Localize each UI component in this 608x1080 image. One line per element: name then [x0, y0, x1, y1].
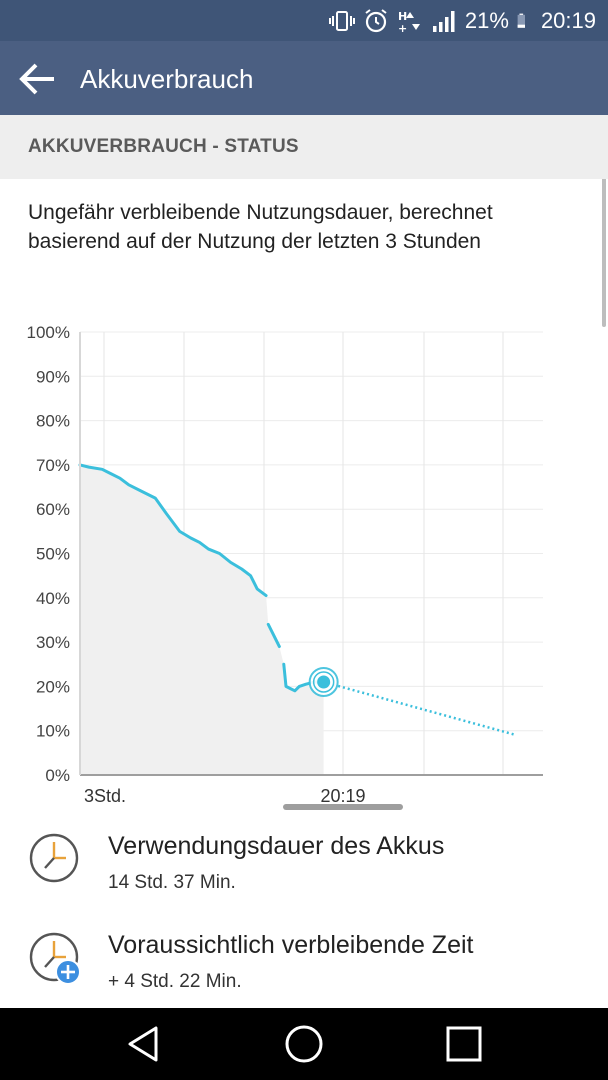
clock-icon [29, 833, 79, 883]
y-tick-label: 50% [36, 545, 70, 564]
y-tick-label: 30% [36, 633, 70, 652]
back-arrow-icon[interactable] [18, 61, 58, 97]
app-bar: Akkuverbrauch [0, 41, 608, 115]
y-tick-label: 20% [36, 677, 70, 696]
series-line [266, 622, 281, 649]
y-tick-label: 70% [36, 456, 70, 475]
battery-usage-time-value: 14 Std. 37 Min. [108, 872, 236, 893]
nav-back-icon[interactable] [122, 1022, 166, 1066]
x-label-now: 20:19 [320, 786, 365, 806]
remaining-time-item: Voraussichtlich verbleibende Zeit + 4 St… [0, 931, 608, 1027]
scrollbar[interactable] [602, 115, 606, 327]
battery-chart: 100%90%80%70%60%50%40%30%20%10%0% 3Std. … [27, 323, 543, 810]
y-axis-ticks: 100% 90% 80% 70% 60% 50% 40% 30% 20% 10% 0% [27, 323, 70, 785]
navigation-bar [0, 1008, 608, 1080]
remaining-time-title: Voraussichtlich verbleibende Zeit [108, 931, 474, 959]
y-tick-label: 10% [36, 722, 70, 741]
y-tick-label: 90% [36, 367, 70, 386]
y-tick-label: 60% [36, 500, 70, 519]
nav-home-icon[interactable] [282, 1022, 326, 1066]
y-tick-label: 80% [36, 412, 70, 431]
usage-description: Ungefähr verbleibende Nutzungsdauer, ber… [28, 201, 493, 253]
x-label-start: 3Std. [84, 786, 126, 806]
series-line [78, 463, 268, 598]
y-tick-label: 40% [36, 589, 70, 608]
chart-area-fill [80, 464, 324, 775]
projection-line [323, 680, 517, 737]
svg-text:+: + [398, 22, 407, 34]
status-bar: H + 21% 20:19 [0, 0, 608, 41]
chart-scroll-handle[interactable] [283, 804, 403, 810]
nav-recents-icon[interactable] [442, 1022, 486, 1066]
signal-icon [432, 10, 455, 32]
battery-icon [517, 13, 525, 28]
battery-usage-time-title: Verwendungsdauer des Akkus [108, 832, 445, 860]
vibrate-icon [328, 10, 355, 31]
battery-usage-time-item: Verwendungsdauer des Akkus 14 Std. 37 Mi… [0, 832, 608, 928]
chart-series [78, 463, 517, 737]
battery-percent: 21% [464, 7, 509, 33]
status-icons: H + 21% 20:19 [328, 0, 596, 41]
mobile-data-icon: H + [398, 10, 420, 34]
svg-text:H: H [398, 10, 407, 23]
remaining-time-value: + 4 Std. 22 Min. [108, 971, 242, 992]
status-time: 20:19 [540, 7, 596, 33]
page-title: Akkuverbrauch [80, 64, 254, 94]
y-tick-label: 100% [27, 323, 70, 342]
section-header-label: AKKUVERBRAUCH - STATUS [28, 136, 299, 157]
current-point-ring [312, 671, 335, 693]
alarm-icon [365, 8, 387, 32]
y-tick-label: 0% [45, 766, 70, 785]
clock-add-icon [29, 932, 81, 985]
current-point [317, 675, 331, 689]
section-header: AKKUVERBRAUCH - STATUS [0, 115, 608, 179]
